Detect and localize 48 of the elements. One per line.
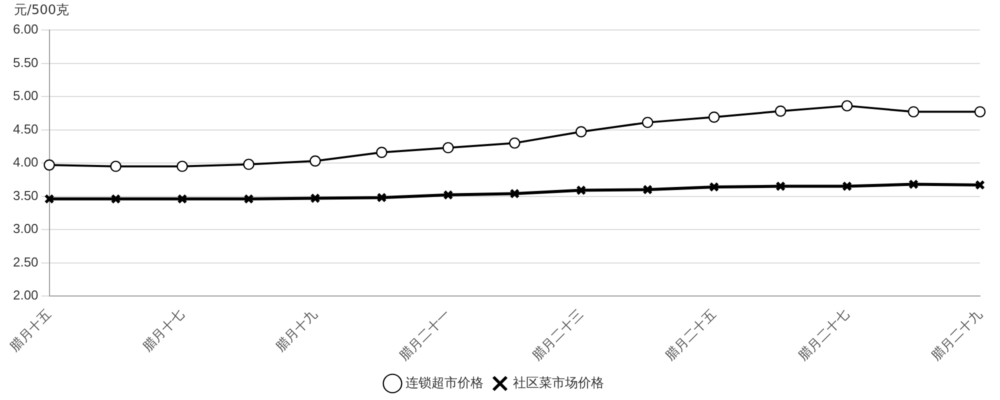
point <box>44 159 55 171</box>
y-tick-label: 3.00 <box>12 221 38 236</box>
point <box>509 137 520 149</box>
point <box>642 116 654 128</box>
point <box>244 194 254 204</box>
y-tick-label: 6.00 <box>12 22 38 37</box>
point <box>310 193 320 204</box>
point <box>310 155 321 167</box>
point <box>974 106 986 118</box>
point <box>776 181 786 192</box>
point <box>177 194 188 204</box>
x-tick-label: 腊月十五 <box>6 306 54 354</box>
legend-label: 社区菜市场价格 <box>513 375 604 390</box>
point <box>576 185 586 196</box>
point <box>708 112 720 123</box>
x-tick-label: 腊月二十三 <box>529 306 586 364</box>
point <box>243 158 254 170</box>
y-tick-label: 3.50 <box>12 188 38 203</box>
point <box>908 179 919 190</box>
x-tick-label: 腊月二十七 <box>795 306 852 364</box>
x-tick-label: 腊月二十五 <box>662 306 719 364</box>
y-tick-label: 2.50 <box>12 254 38 270</box>
y-tick-label: 2.00 <box>12 288 38 303</box>
point <box>842 181 852 192</box>
y-tick-label: 4.00 <box>12 154 38 170</box>
x-tick-label: 腊月十七 <box>140 306 187 354</box>
point <box>376 192 387 203</box>
point <box>110 160 122 172</box>
point <box>442 142 454 154</box>
legend-label: 连锁超市价格 <box>406 375 484 390</box>
point <box>642 184 653 195</box>
point <box>841 100 853 112</box>
point <box>908 106 920 118</box>
y-tick-label: 4.50 <box>12 121 38 136</box>
point <box>176 160 188 172</box>
point <box>376 146 388 158</box>
y-tick-label: 5.50 <box>12 54 38 70</box>
x-tick-label: 腊月二十九 <box>928 306 985 364</box>
point <box>576 126 587 138</box>
point <box>774 106 786 117</box>
x-tick-label: 腊月十九 <box>272 306 320 354</box>
point <box>510 188 520 199</box>
y-axis-title: 元/500克 <box>14 2 70 18</box>
point <box>110 194 121 204</box>
point <box>709 182 720 192</box>
point <box>443 190 454 200</box>
y-tick-label: 5.00 <box>12 88 38 104</box>
x-tick-label: 腊月二十一 <box>396 306 453 364</box>
